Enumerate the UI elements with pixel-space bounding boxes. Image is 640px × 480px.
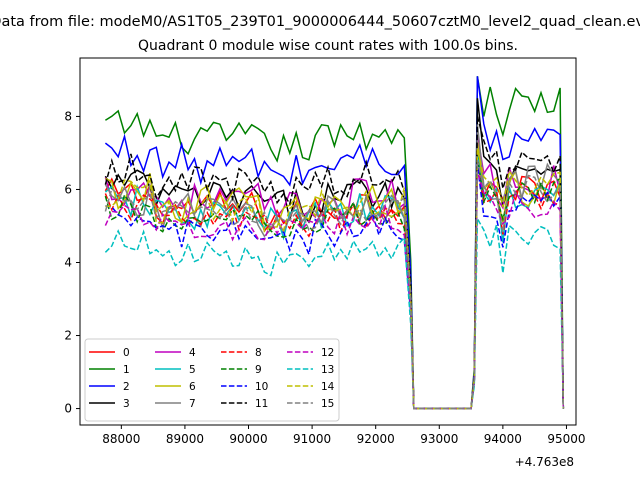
legend-label-4: 4 — [189, 347, 196, 359]
x-tick-label: 90000 — [229, 432, 267, 446]
legend-label-15: 15 — [321, 398, 334, 410]
legend-box — [84, 338, 340, 422]
series-line-12 — [104, 170, 565, 410]
legend-label-14: 14 — [321, 381, 335, 393]
x-tick-label: 95000 — [547, 432, 585, 446]
x-tick-label: 92000 — [357, 432, 395, 446]
legend-label-6: 6 — [189, 381, 196, 393]
x-tick-label: 88000 — [102, 432, 140, 446]
x-tick-label: 91000 — [293, 432, 331, 446]
y-tick-label: 8 — [64, 109, 72, 123]
legend-label-1: 1 — [123, 364, 130, 376]
legend-label-9: 9 — [255, 364, 262, 376]
series-line-1 — [105, 76, 565, 410]
figure-suptitle: Data from file: modeM0/AS1T05_239T01_900… — [0, 14, 640, 30]
y-tick-label: 2 — [64, 329, 72, 343]
legend-label-2: 2 — [123, 381, 130, 393]
legend-label-7: 7 — [189, 398, 196, 410]
x-tick-label: 89000 — [166, 432, 204, 446]
legend-label-0: 0 — [123, 347, 130, 359]
x-tick-label: 93000 — [420, 432, 458, 446]
series-line-13 — [104, 215, 565, 410]
legend-label-13: 13 — [321, 364, 334, 376]
legend-label-10: 10 — [255, 381, 268, 393]
legend-label-8: 8 — [255, 347, 262, 359]
legend-label-5: 5 — [189, 364, 196, 376]
y-axis: 0 2 4 6 8 — [64, 109, 80, 416]
y-tick-label: 0 — [64, 402, 72, 416]
series-layer — [104, 76, 565, 410]
legend-label-3: 3 — [123, 398, 130, 410]
y-tick-label: 6 — [64, 182, 72, 196]
x-offset-label: +4.763e8 — [515, 455, 574, 469]
chart-title: Quadrant 0 module wise count rates with … — [138, 38, 518, 54]
x-tick-label: 94000 — [484, 432, 522, 446]
y-tick-label: 4 — [64, 255, 72, 269]
series-line-14 — [105, 149, 565, 410]
plot-frame — [79, 57, 577, 426]
series-line-11 — [104, 116, 565, 410]
x-axis: 88000 89000 90000 91000 92000 93000 94000 95000 — [102, 425, 586, 446]
series-line-15 — [104, 160, 565, 410]
series-line-10 — [105, 163, 565, 410]
legend-label-11: 11 — [255, 398, 268, 410]
legend-label-12: 12 — [321, 347, 334, 359]
series-line-2 — [104, 76, 565, 410]
